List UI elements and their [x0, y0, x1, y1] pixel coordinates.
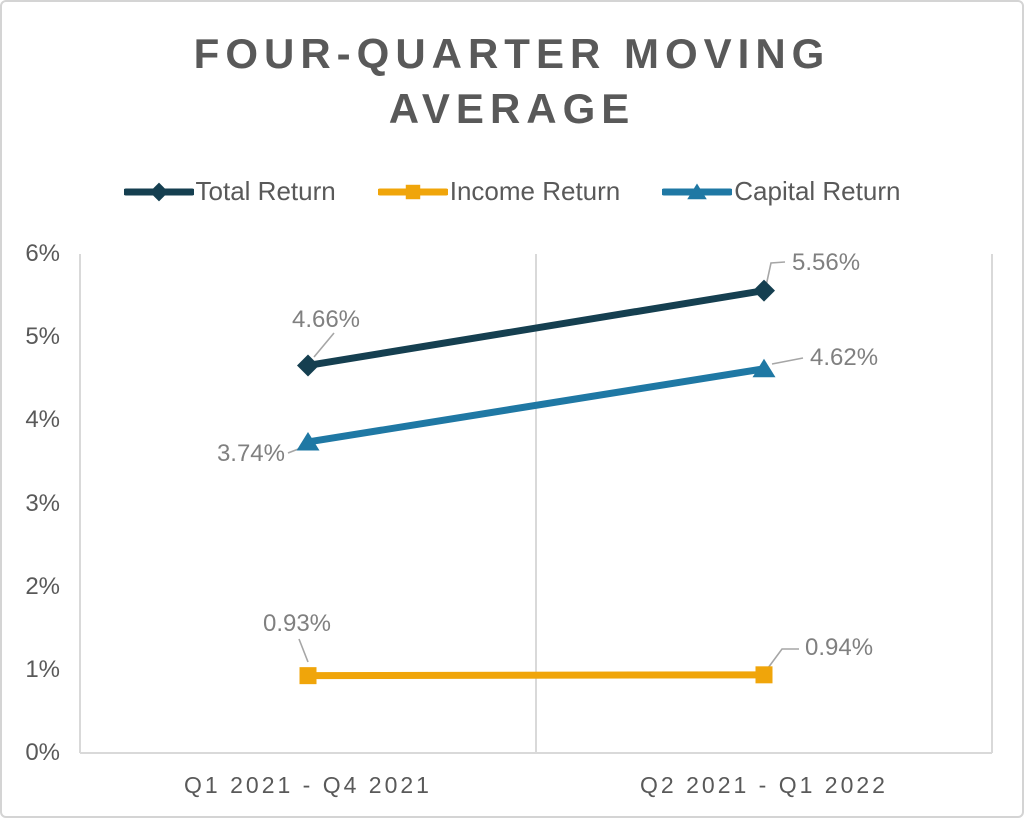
- x-category-label: Q2 2021 - Q1 2022: [640, 772, 888, 798]
- y-tick-label: 2%: [25, 572, 60, 600]
- leader-line-income-return-0: [298, 638, 309, 663]
- legend-item-income-return: Income Return: [377, 176, 621, 207]
- marker-total-return-1: [753, 279, 775, 302]
- leader-line-total-return-0: [313, 332, 335, 358]
- legend-label: Total Return: [195, 176, 336, 206]
- capital-return-legend-marker-icon: [687, 183, 708, 199]
- capital-return-legend-swatch-icon: [662, 183, 733, 199]
- income-return-legend-swatch-icon: [377, 184, 448, 199]
- total-return-legend-swatch-icon: [123, 182, 194, 201]
- legend-item-total-return: Total Return: [123, 176, 336, 207]
- leader-line-income-return-1: [767, 648, 799, 669]
- chart-title: FOUR-QUARTER MOVING AVERAGE: [193, 30, 831, 133]
- legend: Total Return Income Return Capital Return: [2, 176, 1022, 207]
- data-label-total-return-0: 4.66%: [291, 306, 361, 333]
- series-line-capital-return: [304, 365, 768, 446]
- y-tick-label: 1%: [25, 655, 60, 683]
- series-line-total-return: [304, 287, 768, 369]
- leader-line-total-return-1: [765, 261, 786, 287]
- marker-income-return-0: [299, 667, 317, 685]
- leader-line-capital-return-1: [771, 357, 804, 365]
- x-category-label: Q1 2021 - Q4 2021: [184, 772, 432, 798]
- data-label-capital-return-1: 4.62%: [810, 344, 879, 371]
- y-tick-label: 5%: [25, 323, 60, 351]
- data-label-income-return-0: 0.93%: [262, 610, 332, 637]
- legend-label: Capital Return: [734, 176, 901, 206]
- y-tick-label: 0%: [25, 739, 60, 766]
- y-tick-label: 4%: [25, 406, 60, 434]
- total-return-legend-marker-icon: [149, 182, 168, 201]
- series-line-income-return: [304, 671, 768, 680]
- marker-total-return-0: [297, 354, 319, 377]
- marker-income-return-1: [755, 666, 773, 684]
- data-label-capital-return-0: 3.74%: [216, 440, 285, 467]
- data-label-income-return-1: 0.94%: [805, 634, 874, 661]
- income-return-legend-marker-icon: [405, 184, 420, 199]
- y-tick-label: 6%: [25, 240, 60, 267]
- data-label-total-return-1: 5.56%: [792, 249, 861, 276]
- marker-capital-return-1: [752, 358, 776, 378]
- legend-item-capital-return: Capital Return: [662, 176, 900, 207]
- marker-capital-return-0: [296, 431, 320, 451]
- legend-label: Income Return: [449, 176, 621, 206]
- y-tick-label: 3%: [25, 489, 60, 517]
